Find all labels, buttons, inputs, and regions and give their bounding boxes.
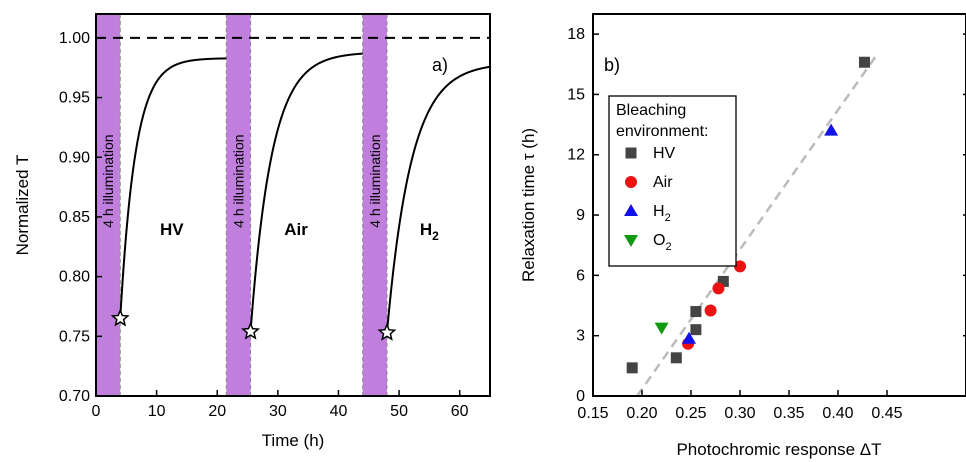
legend: Bleaching environment: HV Air H2 O2: [608, 95, 737, 267]
data-point-square: [690, 324, 702, 336]
data-point-triangle-up: [824, 123, 839, 136]
recovery-curve: [119, 57, 227, 319]
environment-region-label: Air: [284, 220, 308, 239]
x-axis-label-b: Photochromic response ΔT: [676, 440, 881, 459]
recovery-curve: [249, 52, 363, 332]
legend-entry-label: H2: [653, 203, 671, 224]
data-point-circle: [734, 260, 746, 273]
y-tick-label-a: 0.95: [59, 90, 90, 107]
illumination-label: 4 h illumination: [367, 134, 383, 227]
x-tick-label-a: 10: [148, 403, 166, 420]
legend-title-line-2: environment:: [616, 123, 709, 140]
y-tick-label-b: 18: [567, 26, 585, 43]
x-tick-label-a: 0: [92, 403, 101, 420]
x-tick-label-b: 0.20: [626, 405, 657, 422]
legend-entry-label: HV: [653, 145, 676, 162]
legend-marker-circle: [625, 176, 637, 188]
x-tick-label-a: 20: [208, 403, 226, 420]
data-point-square: [858, 56, 870, 68]
panel-b: 0.15 0.20 0.25 0.30 0.35 0.40 0.45 0 3 6 9 12 15 18 R…: [519, 13, 966, 459]
data-point-square: [670, 352, 682, 364]
x-tick-label-b: 0.15: [577, 405, 608, 422]
x-tick-label-b: 0.30: [724, 405, 755, 422]
panel-a: 4 h illumination 4 h illumination 4 h illu…: [13, 13, 491, 450]
legend-entry-label: Air: [653, 174, 673, 191]
y-tick-label-b: 6: [576, 267, 585, 284]
start-star-marker: [241, 321, 261, 340]
illumination-band: [96, 14, 121, 396]
y-tick-label-b: 12: [567, 147, 585, 164]
panel-label-a: a): [432, 55, 448, 75]
data-point-triangle-up: [682, 331, 697, 344]
x-tick-label-a: 40: [330, 403, 348, 420]
x-tick-label-a: 60: [451, 403, 469, 420]
y-tick-label-b: 15: [567, 86, 585, 103]
fit-line: [636, 53, 879, 397]
x-tick-label-b: 0.25: [675, 405, 706, 422]
start-star-marker: [377, 322, 397, 341]
legend-marker-triangle-up: [624, 204, 638, 216]
y-tick-label-b: 0: [576, 388, 585, 405]
data-point-circle: [704, 304, 717, 317]
y-tick-label-a: 0.90: [59, 149, 90, 166]
illumination-label: 4 h illumination: [100, 134, 116, 227]
y-axis-label-a: Normalized T: [13, 155, 32, 256]
plot-frame-a: [95, 13, 491, 397]
legend-marker-square: [625, 147, 637, 159]
x-tick-label-a: 30: [269, 403, 287, 420]
data-point-circle: [712, 282, 725, 295]
y-tick-label-b: 9: [576, 207, 585, 224]
environment-region-label: HV: [160, 220, 184, 239]
x-tick-label-b: 0.45: [871, 405, 902, 422]
start-star-marker: [110, 308, 130, 327]
x-axis-label-a: Time (h): [262, 431, 325, 450]
panel-label-b: b): [604, 55, 620, 75]
legend-marker-triangle-down: [624, 235, 638, 247]
environment-region-label: H2: [420, 220, 439, 243]
illumination-label: 4 h illumination: [230, 134, 246, 227]
legend-title-line-1: Bleaching: [616, 102, 686, 119]
recovery-curve: [385, 65, 491, 333]
y-tick-label-b: 3: [576, 328, 585, 345]
y-tick-label-a: 0.80: [59, 269, 90, 286]
y-axis-label-b: Relaxation time τ (h): [519, 128, 538, 282]
data-point-triangle-down: [654, 322, 669, 335]
plot-frame-b: [592, 13, 966, 397]
y-tick-label-a: 0.75: [59, 328, 90, 345]
x-tick-label-b: 0.35: [773, 405, 804, 422]
y-tick-label-a: 1.00: [59, 30, 90, 47]
data-point-square: [690, 306, 702, 318]
x-tick-label-a: 50: [390, 403, 408, 420]
y-tick-label-a: 0.85: [59, 209, 90, 226]
legend-entry-label: O2: [653, 232, 672, 253]
data-point-square: [717, 275, 729, 287]
y-tick-label-a: 0.70: [59, 388, 90, 405]
data-point-square: [626, 362, 638, 374]
x-tick-label-b: 0.40: [822, 405, 853, 422]
